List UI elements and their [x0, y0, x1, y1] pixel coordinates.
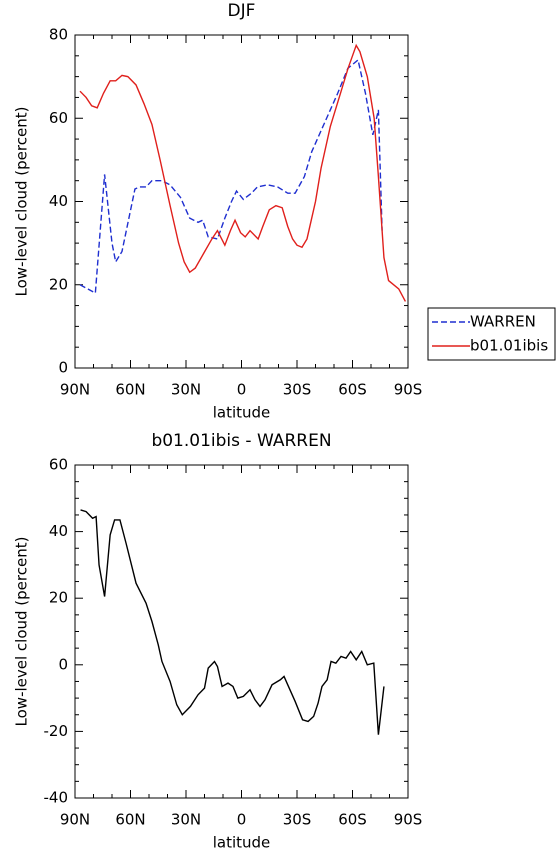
y-tick-label: -40	[44, 789, 69, 807]
x-tick-label: 30S	[283, 811, 312, 829]
y-tick-label: 40	[49, 192, 68, 210]
x-tick-label: 0	[237, 811, 247, 829]
y-axis-label: Low-level cloud (percent)	[13, 107, 31, 297]
x-tick-label: 30N	[171, 811, 201, 829]
y-tick-label: 0	[58, 655, 68, 673]
plot-frame	[74, 464, 409, 799]
x-tick-label: 90N	[60, 811, 90, 829]
legend: WARREN b01.01ibis	[427, 307, 556, 361]
x-tick-label: 60N	[115, 811, 145, 829]
x-axis-label: latitude	[213, 404, 271, 422]
plot: DJF latitude Low-level cloud (percent) 0 20 4…	[13, 1, 423, 422]
x-tick-label: 90S	[394, 381, 423, 399]
x-tick-label: 90N	[60, 381, 90, 399]
x-tick-label: 90S	[394, 811, 423, 829]
y-tick-label: 80	[49, 26, 68, 44]
x-tick-label: 60N	[115, 381, 145, 399]
legend-label: b01.01ibis	[470, 337, 548, 355]
data-line	[79, 43, 407, 302]
chart-title: b01.01ibis - WARREN	[151, 431, 331, 451]
y-tick-label: 0	[58, 359, 68, 377]
x-axis-label: latitude	[213, 834, 271, 852]
legend-label: WARREN	[470, 313, 536, 331]
y-tick-label: 60	[49, 109, 68, 127]
legend-box	[427, 307, 556, 361]
plot: b01.01ibis - WARREN latitude Low-level clo…	[13, 431, 423, 852]
y-axis-label: Low-level cloud (percent)	[13, 537, 31, 727]
x-tick-label: 60S	[338, 381, 367, 399]
y-tick-label: 40	[49, 522, 68, 540]
y-tick-label: 20	[49, 589, 68, 607]
x-tick-label: 0	[237, 381, 247, 399]
x-tick-label: 60S	[338, 811, 367, 829]
x-tick-label: 30S	[283, 381, 312, 399]
plot-frame	[74, 34, 409, 369]
chart-title: DJF	[228, 1, 256, 21]
data-line	[79, 58, 383, 295]
data-line	[80, 509, 385, 735]
y-tick-label: 20	[49, 275, 68, 293]
y-tick-label: 60	[49, 456, 68, 474]
x-tick-label: 30N	[171, 381, 201, 399]
y-tick-label: -20	[44, 722, 69, 740]
